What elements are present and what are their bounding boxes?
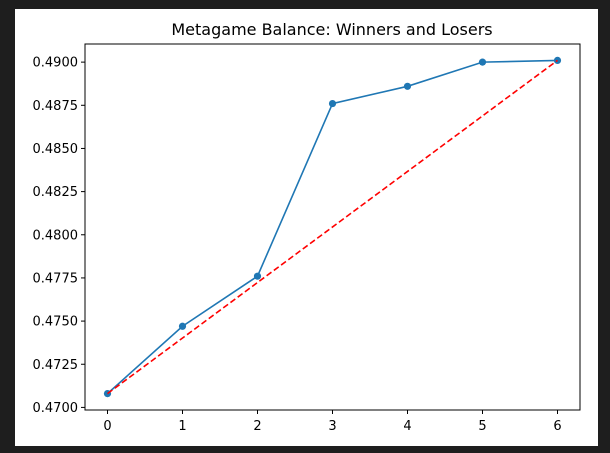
- series-0-point-4: [403, 82, 412, 90]
- x-tick-label-2: 2: [253, 419, 261, 434]
- axes: 0 1 2 3 4 5 6 0.4700 0.4725 0.4750 0.4775 0.4800 0.4…: [33, 43, 581, 434]
- y-tick-label-2: 0.4750: [33, 315, 79, 330]
- x-tick-label-3: 3: [328, 419, 336, 434]
- x-tick-label-0: 0: [103, 419, 111, 434]
- chart-canvas: Metagame Balance: Winners and Losers 0 1 2…: [33, 20, 581, 434]
- y-tick-label-6: 0.4850: [33, 142, 79, 157]
- series-0-point-5: [478, 58, 487, 66]
- x-tick-label-5: 5: [478, 419, 486, 434]
- y-tick-label-5: 0.4825: [33, 185, 79, 200]
- series-0-point-2: [253, 272, 262, 280]
- x-tick-label-4: 4: [403, 419, 411, 434]
- x-tick-label-6: 6: [553, 419, 561, 434]
- y-tick-label-8: 0.4900: [33, 56, 79, 71]
- y-tick-label-1: 0.4725: [33, 358, 79, 373]
- chart-figure: Metagame Balance: Winners and Losers 0 1 2…: [15, 9, 598, 446]
- y-tick-label-4: 0.4800: [33, 228, 79, 243]
- y-tick-label-3: 0.4775: [33, 271, 79, 286]
- series-0-point-1: [178, 322, 187, 330]
- y-tick-label-7: 0.4875: [33, 99, 79, 114]
- series-0-point-3: [328, 99, 337, 108]
- chart-title: Metagame Balance: Winners and Losers: [171, 20, 492, 39]
- plot-area: [103, 56, 562, 398]
- x-tick-label-1: 1: [178, 419, 186, 434]
- series-1-line: [107, 59, 558, 395]
- y-tick-label-0: 0.4700: [33, 401, 79, 416]
